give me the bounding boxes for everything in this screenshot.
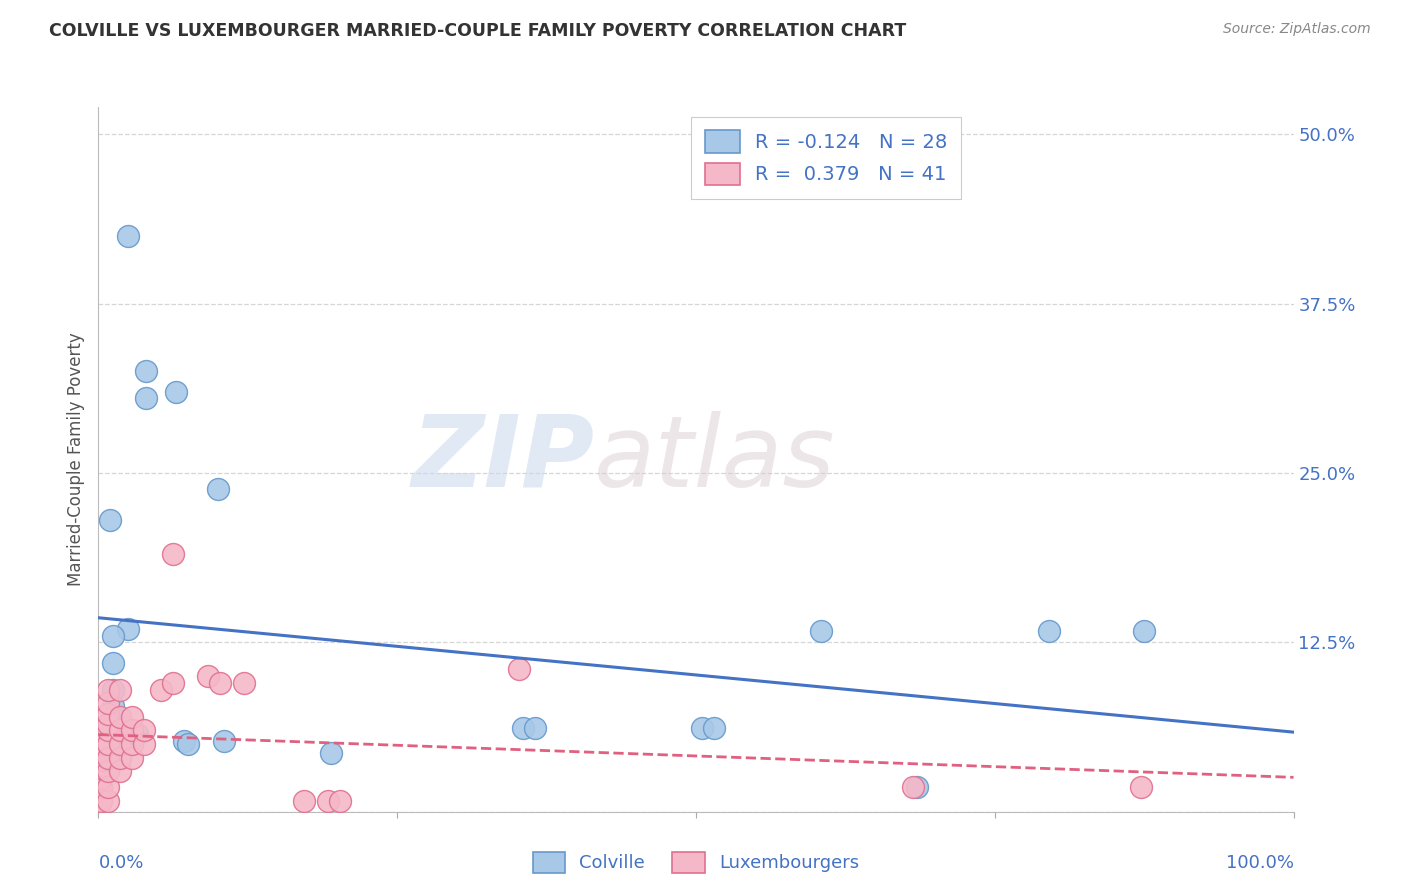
- Point: [90, 761, 112, 775]
- Legend: Colville, Luxembourgers: Colville, Luxembourgers: [522, 841, 870, 884]
- Point: [108, 750, 131, 764]
- Point: [703, 721, 725, 735]
- Point: [108, 764, 131, 778]
- Point: [97, 737, 120, 751]
- Point: [108, 737, 131, 751]
- Point: [121, 737, 143, 751]
- Point: [114, 721, 136, 735]
- Text: Source: ZipAtlas.com: Source: ZipAtlas.com: [1223, 22, 1371, 37]
- Point: [690, 721, 713, 735]
- Y-axis label: Married-Couple Family Poverty: Married-Couple Family Poverty: [66, 333, 84, 586]
- Point: [121, 723, 143, 738]
- Point: [90, 737, 112, 751]
- Point: [233, 676, 256, 690]
- Point: [97, 794, 120, 808]
- Point: [149, 682, 172, 697]
- Point: [905, 780, 928, 795]
- Point: [101, 710, 124, 724]
- Point: [173, 734, 195, 748]
- Point: [97, 682, 120, 697]
- Point: [523, 721, 546, 735]
- Point: [810, 624, 832, 639]
- Point: [132, 737, 155, 751]
- Point: [90, 780, 112, 795]
- Point: [90, 794, 112, 808]
- Point: [1133, 624, 1156, 639]
- Point: [162, 547, 184, 561]
- Point: [162, 676, 184, 690]
- Point: [97, 750, 120, 764]
- Point: [329, 794, 352, 808]
- Text: atlas: atlas: [595, 411, 837, 508]
- Point: [321, 747, 343, 761]
- Point: [97, 764, 120, 778]
- Point: [101, 716, 124, 731]
- Point: [114, 726, 136, 740]
- Point: [98, 513, 122, 527]
- Point: [292, 794, 315, 808]
- Point: [121, 750, 143, 764]
- Point: [177, 737, 200, 751]
- Point: [1038, 624, 1060, 639]
- Point: [903, 780, 925, 795]
- Point: [165, 384, 187, 399]
- Text: ZIP: ZIP: [412, 411, 595, 508]
- Point: [132, 723, 155, 738]
- Point: [125, 727, 148, 741]
- Point: [508, 662, 530, 676]
- Point: [212, 734, 235, 748]
- Point: [101, 682, 124, 697]
- Point: [97, 696, 120, 710]
- Point: [108, 682, 131, 697]
- Point: [117, 228, 139, 243]
- Point: [209, 676, 232, 690]
- Point: [101, 628, 124, 642]
- Point: [97, 723, 120, 738]
- Text: COLVILLE VS LUXEMBOURGER MARRIED-COUPLE FAMILY POVERTY CORRELATION CHART: COLVILLE VS LUXEMBOURGER MARRIED-COUPLE …: [49, 22, 907, 40]
- Point: [108, 723, 131, 738]
- Point: [101, 656, 124, 670]
- Point: [316, 794, 339, 808]
- Text: 100.0%: 100.0%: [1226, 854, 1294, 872]
- Point: [97, 716, 120, 731]
- Point: [90, 771, 112, 785]
- Point: [512, 721, 534, 735]
- Text: 0.0%: 0.0%: [98, 854, 143, 872]
- Point: [97, 780, 120, 795]
- Point: [207, 482, 229, 496]
- Point: [101, 699, 124, 714]
- Point: [135, 392, 157, 406]
- Point: [117, 622, 139, 636]
- Point: [90, 745, 112, 759]
- Point: [108, 710, 131, 724]
- Point: [90, 753, 112, 767]
- Point: [135, 364, 157, 378]
- Point: [121, 710, 143, 724]
- Point: [97, 707, 120, 722]
- Point: [1129, 780, 1152, 795]
- Point: [197, 669, 219, 683]
